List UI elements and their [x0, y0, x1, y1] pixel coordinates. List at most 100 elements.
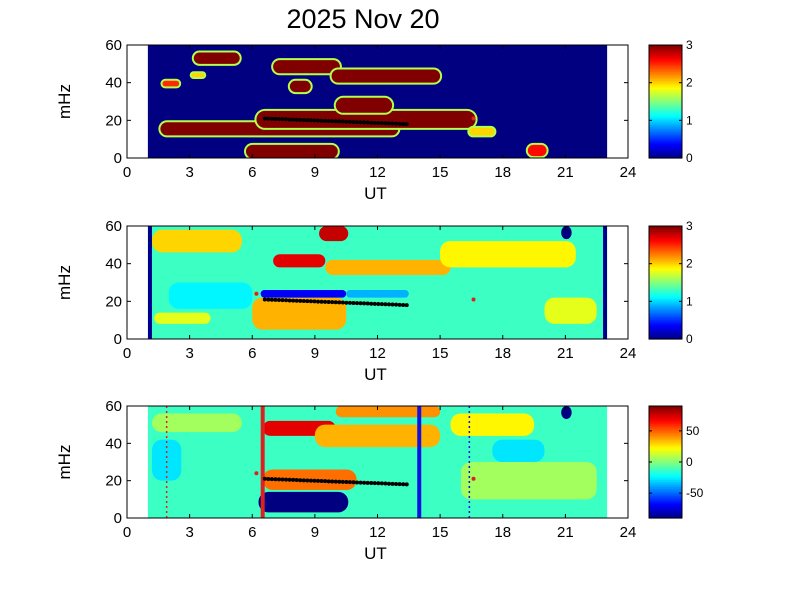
- colorbar-frame: [648, 225, 683, 340]
- trace-point: [291, 117, 296, 122]
- colorbar-cell: [649, 514, 682, 517]
- x-tick-label: 0: [123, 164, 131, 181]
- colorbar-cell: [649, 446, 682, 449]
- colorbar-cell: [649, 154, 682, 157]
- colorbar-cell: [649, 439, 682, 442]
- trace-point: [390, 302, 395, 307]
- trace-point: [344, 300, 349, 305]
- trace-point: [319, 299, 324, 304]
- heatmap-blob: [245, 144, 338, 158]
- x-tick-label: 9: [311, 524, 319, 541]
- colorbar-cell: [649, 512, 682, 516]
- colorbar-cell: [649, 442, 682, 446]
- colorbar-cell: [649, 103, 682, 106]
- colorbar-tick-label: 50: [686, 424, 700, 438]
- colorbar-cell: [649, 78, 682, 81]
- trace-point: [287, 477, 292, 482]
- colorbar-cell: [649, 294, 682, 298]
- colorbar-cell: [649, 467, 682, 470]
- colorbar-cell: [649, 85, 682, 88]
- trace-point: [333, 479, 338, 484]
- colorbar-cell: [649, 108, 682, 111]
- colorbar-cell: [649, 307, 682, 310]
- trace-point: [323, 299, 328, 304]
- colorbar-cell: [649, 505, 682, 509]
- colorbar-cell: [649, 87, 682, 90]
- trace-point: [355, 301, 360, 306]
- colorbar-cell: [649, 319, 682, 322]
- colorbar-cell: [649, 55, 682, 58]
- trace-point: [362, 480, 367, 485]
- colorbar-cell: [649, 152, 682, 156]
- trace-point: [273, 116, 278, 121]
- colorbar-cell: [649, 490, 682, 493]
- colorbar-cell: [649, 333, 682, 337]
- heatmap-blob: [314, 424, 441, 448]
- red-marker: [254, 471, 259, 476]
- colorbar-cell: [649, 293, 682, 296]
- x-tick-label: 15: [432, 345, 449, 362]
- trace-point: [355, 120, 360, 125]
- colorbar-cell: [649, 507, 682, 510]
- colorbar-cell: [649, 62, 682, 66]
- trace-point: [323, 479, 328, 484]
- heatmap-blob: [325, 259, 451, 275]
- colorbar-cell: [649, 150, 682, 154]
- heatmap-blob: [544, 297, 597, 324]
- trace-point: [298, 117, 303, 122]
- trace-point: [262, 476, 267, 481]
- trace-point: [280, 117, 285, 122]
- colorbar-cell: [649, 233, 682, 236]
- colorbar-cell: [649, 227, 682, 231]
- trace-point: [369, 481, 374, 485]
- trace-point: [386, 481, 391, 486]
- colorbar-cell: [649, 234, 682, 238]
- x-tick-label: 6: [248, 345, 256, 362]
- y-axis-label: mHz: [55, 445, 74, 480]
- colorbar-cell: [649, 474, 682, 477]
- trace-point: [379, 121, 384, 126]
- trace-point: [308, 299, 313, 304]
- colorbar-cell: [649, 497, 682, 500]
- colorbar-cell: [649, 328, 682, 331]
- colorbar-cell: [649, 414, 682, 418]
- x-tick-label: 24: [620, 345, 637, 362]
- trace-point: [401, 302, 406, 307]
- x-axis-label: UT: [364, 544, 387, 563]
- colorbar-cell: [649, 335, 682, 338]
- colorbar-cell: [649, 75, 682, 78]
- colorbar-cell: [649, 449, 682, 453]
- y-tick-label: 20: [105, 473, 122, 490]
- colorbar-cell: [649, 90, 682, 94]
- colorbar-cell: [649, 238, 682, 241]
- trace-point: [269, 116, 274, 121]
- y-tick-label: 0: [114, 331, 122, 348]
- colorbar-cell: [649, 455, 682, 458]
- trace-point: [319, 479, 324, 484]
- colorbar-cell: [649, 330, 682, 333]
- colorbar-cell: [649, 250, 682, 254]
- colorbar-cell: [649, 120, 682, 124]
- colorbar-cell: [649, 94, 682, 97]
- colorbar-cell: [649, 432, 682, 435]
- trace-point: [280, 298, 285, 303]
- colorbar-tick-label: 0: [686, 332, 693, 346]
- trace-point: [323, 118, 328, 123]
- colorbar-cell: [649, 119, 682, 122]
- trace-point: [266, 297, 271, 302]
- trace-point: [358, 301, 363, 306]
- colorbar-cell: [649, 493, 682, 496]
- heatmap-blob: [461, 462, 597, 500]
- colorbar-cell: [649, 259, 682, 262]
- trace-point: [369, 301, 374, 306]
- heatmap-blob: [289, 80, 311, 93]
- heatmap-blob: [331, 69, 441, 83]
- trace-point: [284, 477, 289, 482]
- x-axis-label: UT: [364, 184, 387, 203]
- heatmap-blob: [335, 97, 393, 113]
- colorbar-cell: [649, 240, 682, 243]
- trace-point: [365, 480, 370, 485]
- colorbar-cell: [649, 456, 682, 460]
- colorbar-tick-label: 2: [686, 257, 693, 271]
